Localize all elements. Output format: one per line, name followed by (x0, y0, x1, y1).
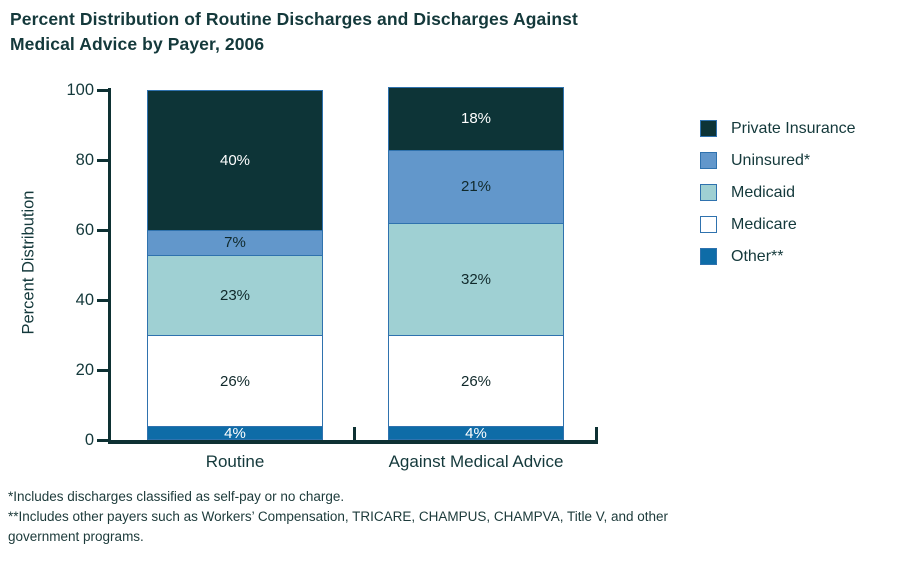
y-axis-tick (97, 439, 109, 442)
bar-segment-label: 26% (219, 372, 251, 390)
bar-segment: 4% (388, 424, 564, 442)
y-axis-tick (97, 229, 109, 232)
bar-segment: 18% (388, 86, 564, 150)
legend-item: Uninsured* (700, 152, 856, 169)
legend-item: Other** (700, 248, 856, 265)
y-axis-tick (97, 159, 109, 162)
legend-label: Medicare (731, 215, 797, 233)
legend-label: Uninsured* (731, 151, 811, 169)
bar-segment: 4% (147, 424, 323, 442)
footnote-2: **Includes other payers such as Workers’… (8, 509, 669, 544)
bar-segment-label: 18% (460, 110, 492, 127)
chart-title: Percent Distribution of Routine Discharg… (10, 7, 578, 57)
bar-segment: 26% (147, 335, 323, 426)
legend-label: Medicaid (731, 183, 796, 201)
chart-title-line-1: Percent Distribution of Routine Discharg… (10, 9, 578, 29)
x-axis-end-tick (595, 427, 598, 441)
bar-segment-label: 21% (460, 178, 492, 196)
bar-segment-label: 32% (460, 271, 492, 288)
bar-segment-label: 4% (465, 424, 487, 442)
bar-segment-label: 7% (224, 234, 246, 252)
footnotes: *Includes discharges classified as self-… (8, 487, 708, 547)
y-axis-line (108, 88, 111, 444)
bar-segment: 32% (388, 223, 564, 335)
legend-swatch (700, 216, 717, 233)
footnote-1: *Includes discharges classified as self-… (8, 489, 345, 504)
bar-segment-label: 23% (219, 286, 251, 304)
bar-segment-label: 4% (224, 424, 246, 442)
bar-segment-label: 26% (460, 372, 492, 390)
y-axis-tick (97, 369, 109, 372)
y-axis-tick-label: 20 (75, 361, 94, 379)
y-axis-title: Percent Distribution (19, 190, 38, 335)
y-axis-tick (97, 299, 109, 302)
y-axis-tick-label: 40 (75, 291, 94, 309)
bar-segment: 23% (147, 254, 323, 335)
legend-swatch (700, 120, 717, 137)
y-axis-tick-label: 80 (75, 151, 94, 169)
y-axis-tick (97, 89, 109, 92)
legend-label: Private Insurance (731, 119, 856, 137)
legend-label: Other** (731, 247, 784, 265)
x-axis-mid-tick (353, 427, 356, 441)
bar-segment: 21% (388, 149, 564, 223)
legend: Private Insurance Uninsured* Medicaid Medic… (700, 120, 856, 280)
x-axis-line (108, 440, 598, 444)
bar-segment: 26% (388, 335, 564, 426)
bar-1: 4% 26% 23% 7% 40% (147, 90, 323, 442)
bar-segment: 40% (147, 90, 323, 230)
category-label: Against Medical Advice (388, 452, 564, 471)
legend-item: Medicare (700, 216, 856, 233)
category-label: Routine (205, 452, 265, 471)
y-axis-tick-label: 60 (75, 221, 94, 239)
legend-swatch (700, 152, 717, 169)
bar-2: 4% 26% 32% 21% 18% (388, 86, 564, 442)
bar-segment: 7% (147, 230, 323, 255)
legend-item: Private Insurance (700, 120, 856, 137)
y-axis-tick-label: 100 (66, 81, 94, 99)
y-axis-tick-label: 0 (84, 431, 94, 449)
bar-segment-label: 40% (219, 152, 251, 169)
legend-swatch (700, 184, 717, 201)
legend-item: Medicaid (700, 184, 856, 201)
chart-title-line-2: Medical Advice by Payer, 2006 (10, 34, 265, 54)
legend-swatch (700, 248, 717, 265)
